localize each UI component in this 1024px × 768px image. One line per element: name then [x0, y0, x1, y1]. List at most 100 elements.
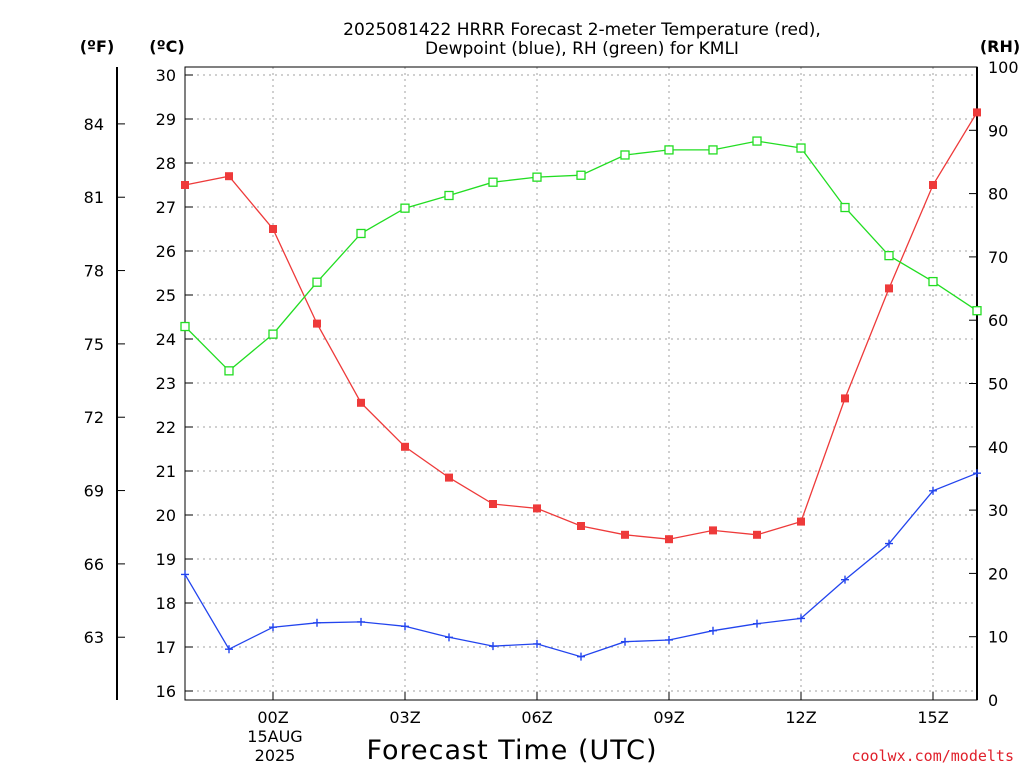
2-meter-temperature-point: [665, 535, 673, 544]
2-meter-temperature-point: [709, 526, 717, 535]
celsius-tick-label: 18: [156, 594, 176, 613]
rh-unit-label: (RH): [980, 37, 1020, 56]
fahrenheit-unit-label: (ºF): [80, 37, 115, 56]
rh-point: [312, 277, 322, 287]
rh-tick-label: 40: [988, 438, 1008, 457]
2-meter-temperature-point: [181, 181, 189, 189]
rh-tick-label: 30: [988, 501, 1008, 520]
dewpoint-point: [445, 633, 453, 642]
celsius-tick-label: 17: [156, 638, 176, 657]
dewpoint-point: [973, 469, 981, 478]
rh-point: [928, 276, 938, 287]
rh-tick-label: 80: [988, 185, 1008, 204]
rh-point: [840, 202, 850, 213]
dewpoint-point: [357, 617, 365, 626]
data-series: [180, 108, 982, 661]
2-meter-temperature-point: [929, 181, 937, 189]
2-meter-temperature-point: [445, 473, 453, 482]
2-meter-temperature-point: [753, 530, 761, 539]
2-meter-temperature-point: [973, 108, 981, 117]
axes: [116, 66, 978, 701]
x-tick-label: 03Z: [389, 708, 420, 727]
fahrenheit-tick-label: 66: [84, 555, 104, 574]
credit-link[interactable]: coolwx.com/modelts: [851, 747, 1014, 765]
rh-point: [884, 250, 894, 261]
celsius-tick-label: 23: [156, 374, 176, 393]
rh-point: [444, 190, 454, 201]
celsius-tick-label: 19: [156, 550, 176, 569]
rh-tick-label: 60: [988, 311, 1008, 330]
x-tick-label: 12Z: [785, 708, 816, 727]
rh-tick-label: 50: [988, 375, 1008, 394]
rh-point: [400, 203, 410, 213]
dewpoint-point: [621, 637, 629, 646]
celsius-tick-label: 27: [156, 198, 176, 217]
2-meter-temperature-point: [489, 500, 497, 508]
dewpoint-point: [313, 618, 321, 627]
dewpoint-point: [797, 614, 805, 623]
chart-title-line-1: 2025081422 HRRR Forecast 2-meter Tempera…: [343, 20, 821, 40]
rh-point: [972, 306, 982, 316]
fahrenheit-tick-label: 75: [84, 335, 104, 354]
rh-tick-label: 70: [988, 248, 1008, 267]
fahrenheit-tick-label: 72: [84, 408, 104, 427]
dewpoint-point: [533, 639, 541, 648]
fahrenheit-tick-label: 84: [84, 115, 104, 134]
rh-point: [664, 145, 674, 155]
celsius-tick-label: 22: [156, 418, 176, 437]
dewpoint-point: [577, 652, 585, 661]
rh-point: [488, 177, 498, 187]
2-meter-temperature-point: [533, 504, 541, 513]
2-meter-temperature-point: [797, 517, 805, 526]
2-meter-temperature-point: [313, 319, 321, 328]
dewpoint-point: [885, 539, 893, 548]
celsius-tick-label: 26: [156, 242, 176, 261]
dewpoint-point: [929, 486, 937, 495]
grid-lines: [185, 67, 977, 700]
rh-point: [180, 321, 190, 332]
date-label-year: 2025: [255, 746, 296, 765]
rh-point: [796, 143, 806, 153]
celsius-tick-label: 29: [156, 110, 176, 129]
dewpoint-point: [181, 570, 189, 579]
x-tick-label: 00Z: [257, 708, 288, 727]
2-meter-temperature-point: [841, 394, 849, 403]
celsius-tick-label: 20: [156, 506, 176, 525]
celsius-tick-label: 16: [156, 682, 176, 701]
x-axis-title: Forecast Time (UTC): [366, 735, 657, 766]
rh-tick-label: 20: [988, 564, 1008, 583]
rh-point: [620, 150, 630, 160]
2-meter-temperature-point: [357, 398, 365, 407]
celsius-tick-label: 24: [156, 330, 176, 349]
rh-tick-label: 0: [988, 691, 998, 710]
x-tick-label: 09Z: [653, 708, 684, 727]
dewpoint-point: [401, 622, 409, 631]
rh-tick-label: 100: [988, 58, 1019, 77]
fahrenheit-tick-label: 78: [84, 262, 104, 281]
fahrenheit-tick-label: 69: [84, 482, 104, 501]
2-meter-temperature-point: [621, 530, 629, 539]
x-tick-label: 15Z: [917, 708, 948, 727]
date-label-day: 15AUG: [247, 727, 302, 746]
2-meter-temperature-point: [401, 442, 409, 451]
fahrenheit-tick-label: 63: [84, 628, 104, 647]
celsius-unit-label: (ºC): [149, 37, 184, 56]
x-tick-label: 06Z: [521, 708, 552, 727]
fahrenheit-tick-label: 81: [84, 188, 104, 207]
rh-point: [576, 170, 586, 180]
celsius-tick-label: 28: [156, 154, 176, 173]
2-meter-temperature-point: [577, 522, 585, 530]
2-meter-temperature-point: [269, 225, 277, 233]
2-meter-temperature-point: [225, 172, 233, 181]
dewpoint-point: [709, 626, 717, 635]
rh-point: [752, 136, 762, 146]
rh-tick-label: 90: [988, 121, 1008, 140]
dewpoint-point: [841, 575, 849, 584]
celsius-tick-label: 30: [156, 66, 176, 85]
2-meter-temperature-point: [885, 284, 893, 293]
rh-point: [708, 145, 718, 155]
chart-title-line-2: Dewpoint (blue), RH (green) for KMLI: [425, 39, 739, 59]
dewpoint-point: [753, 619, 761, 628]
dewpoint-line: [184, 472, 978, 658]
